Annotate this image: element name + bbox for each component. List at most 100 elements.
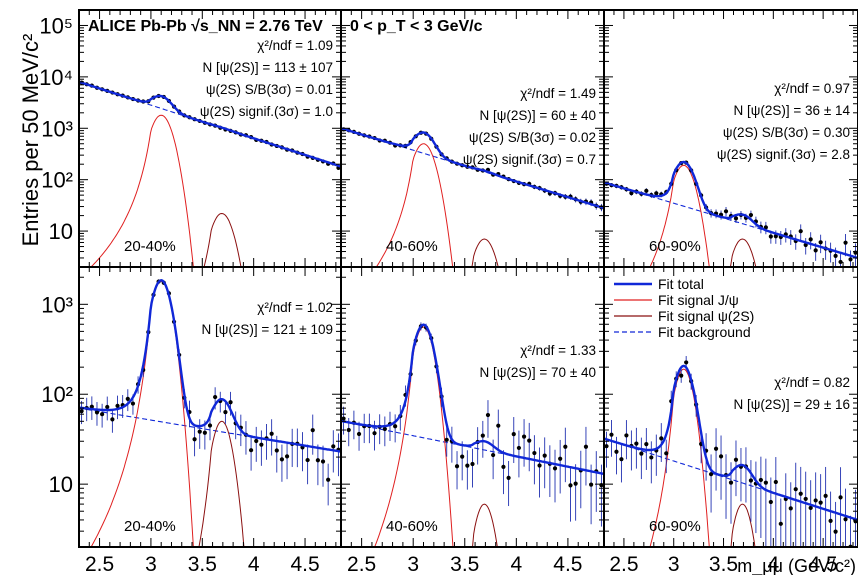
legend-label: Fit background xyxy=(658,324,751,340)
data-point xyxy=(793,487,798,492)
psi2s-signal-line xyxy=(198,420,245,547)
data-point xyxy=(619,457,624,462)
fit-stat-label: ψ(2S) signif.(3σ) = 2.8 xyxy=(717,147,850,162)
x-tick-label: 3.5 xyxy=(450,553,479,575)
data-point xyxy=(609,432,614,437)
data-point xyxy=(527,438,532,443)
fit-stat-label: χ²/ndf = 0.82 xyxy=(774,375,850,390)
x-tick-label: 3 xyxy=(145,553,157,575)
total-fit-line xyxy=(79,80,341,168)
data-point xyxy=(89,404,94,409)
data-point xyxy=(94,410,100,415)
legend-label: Fit signal J/ψ xyxy=(658,292,739,308)
data-point xyxy=(248,448,254,453)
data-point xyxy=(485,412,491,418)
data-point xyxy=(501,464,506,469)
data-point xyxy=(274,448,279,453)
total-fit-line xyxy=(604,160,858,260)
fit-stat-label: N [ψ(2S)] = 60 ± 40 xyxy=(480,108,596,123)
y-tick-label: 10³ xyxy=(41,292,73,317)
legend-label: Fit signal ψ(2S) xyxy=(658,308,754,324)
data-point xyxy=(568,483,573,488)
centrality-label: 20-40% xyxy=(124,518,176,535)
data-point xyxy=(654,191,659,196)
data-point xyxy=(506,475,511,480)
y-tick-label: 10² xyxy=(41,168,73,193)
centrality-label: 60-90% xyxy=(649,238,701,255)
data-point xyxy=(79,409,84,414)
data-points-bottom-middle xyxy=(341,322,604,527)
x-tick-label: 4.5 xyxy=(809,553,838,575)
data-point xyxy=(516,445,522,451)
fit-stat-label: χ²/ndf = 1.02 xyxy=(257,300,333,315)
x-tick-label: 2.5 xyxy=(85,553,114,575)
data-point xyxy=(629,191,634,196)
data-point xyxy=(573,481,578,486)
data-point xyxy=(341,416,346,421)
total-fit-line xyxy=(341,323,604,476)
data-point xyxy=(808,237,813,242)
data-point xyxy=(320,459,326,464)
total-fit-line xyxy=(604,364,858,522)
fit-stat-label: χ²/ndf = 0.97 xyxy=(774,81,850,96)
data-points-top-right xyxy=(604,160,858,267)
centrality-label: 40-60% xyxy=(386,238,438,255)
fit-stat-label: N [ψ(2S)] = 36 ± 14 xyxy=(734,103,851,118)
data-point xyxy=(284,454,290,459)
data-point xyxy=(718,454,724,459)
data-point xyxy=(708,472,714,477)
data-point xyxy=(259,442,264,447)
panel-frame xyxy=(603,266,858,548)
data-point xyxy=(213,394,218,400)
data-point xyxy=(125,396,130,402)
centrality-label: 20-40% xyxy=(124,238,176,255)
data-point xyxy=(315,458,320,463)
data-point xyxy=(723,209,729,214)
pt-range-label: 0 < p_T < 3 GeV/c xyxy=(350,18,483,35)
data-point xyxy=(803,496,808,502)
data-point xyxy=(382,426,387,432)
data-point xyxy=(838,495,843,500)
panel-frame xyxy=(340,266,605,548)
x-tick-label: 4.5 xyxy=(553,553,582,575)
centrality-label: 40-60% xyxy=(386,518,438,535)
data-point xyxy=(558,456,563,461)
data-point xyxy=(768,234,773,239)
data-point xyxy=(773,479,778,485)
collision-system-label: ALICE Pb-Pb √s_NN = 2.76 TeV xyxy=(88,18,323,35)
panel-top-right xyxy=(604,164,858,267)
data-point xyxy=(684,360,689,365)
data-point xyxy=(808,505,813,510)
x-tick-label: 3 xyxy=(407,553,419,575)
data-point xyxy=(511,432,516,437)
data-point xyxy=(644,442,649,447)
data-point xyxy=(823,493,828,498)
data-point xyxy=(589,482,594,487)
y-tick-label: 10 xyxy=(49,219,73,244)
legend-label: Fit total xyxy=(658,276,704,292)
jpsi-signal-line xyxy=(90,114,194,267)
fit-stat-label: ψ(2S) S/B(3σ) = 0.30 xyxy=(723,125,850,140)
data-point xyxy=(480,433,485,438)
data-point xyxy=(768,499,773,505)
data-point xyxy=(748,212,754,218)
data-point xyxy=(758,477,763,483)
data-point xyxy=(659,436,664,441)
data-point xyxy=(269,431,274,436)
data-point xyxy=(634,441,639,446)
data-point xyxy=(465,463,470,468)
data-point xyxy=(679,373,684,378)
data-point xyxy=(828,518,833,523)
data-point xyxy=(599,482,604,488)
data-point xyxy=(639,451,644,456)
y-tick-label: 10³ xyxy=(41,116,73,141)
x-tick-label: 4.5 xyxy=(290,553,319,575)
centrality-label: 60-90% xyxy=(649,518,701,535)
x-tick-label: 3.5 xyxy=(709,553,738,575)
data-point xyxy=(331,444,336,449)
jpsi-signal-line xyxy=(649,164,710,267)
y-tick-label: 10⁵ xyxy=(39,13,73,38)
data-points-top-left xyxy=(79,80,341,170)
